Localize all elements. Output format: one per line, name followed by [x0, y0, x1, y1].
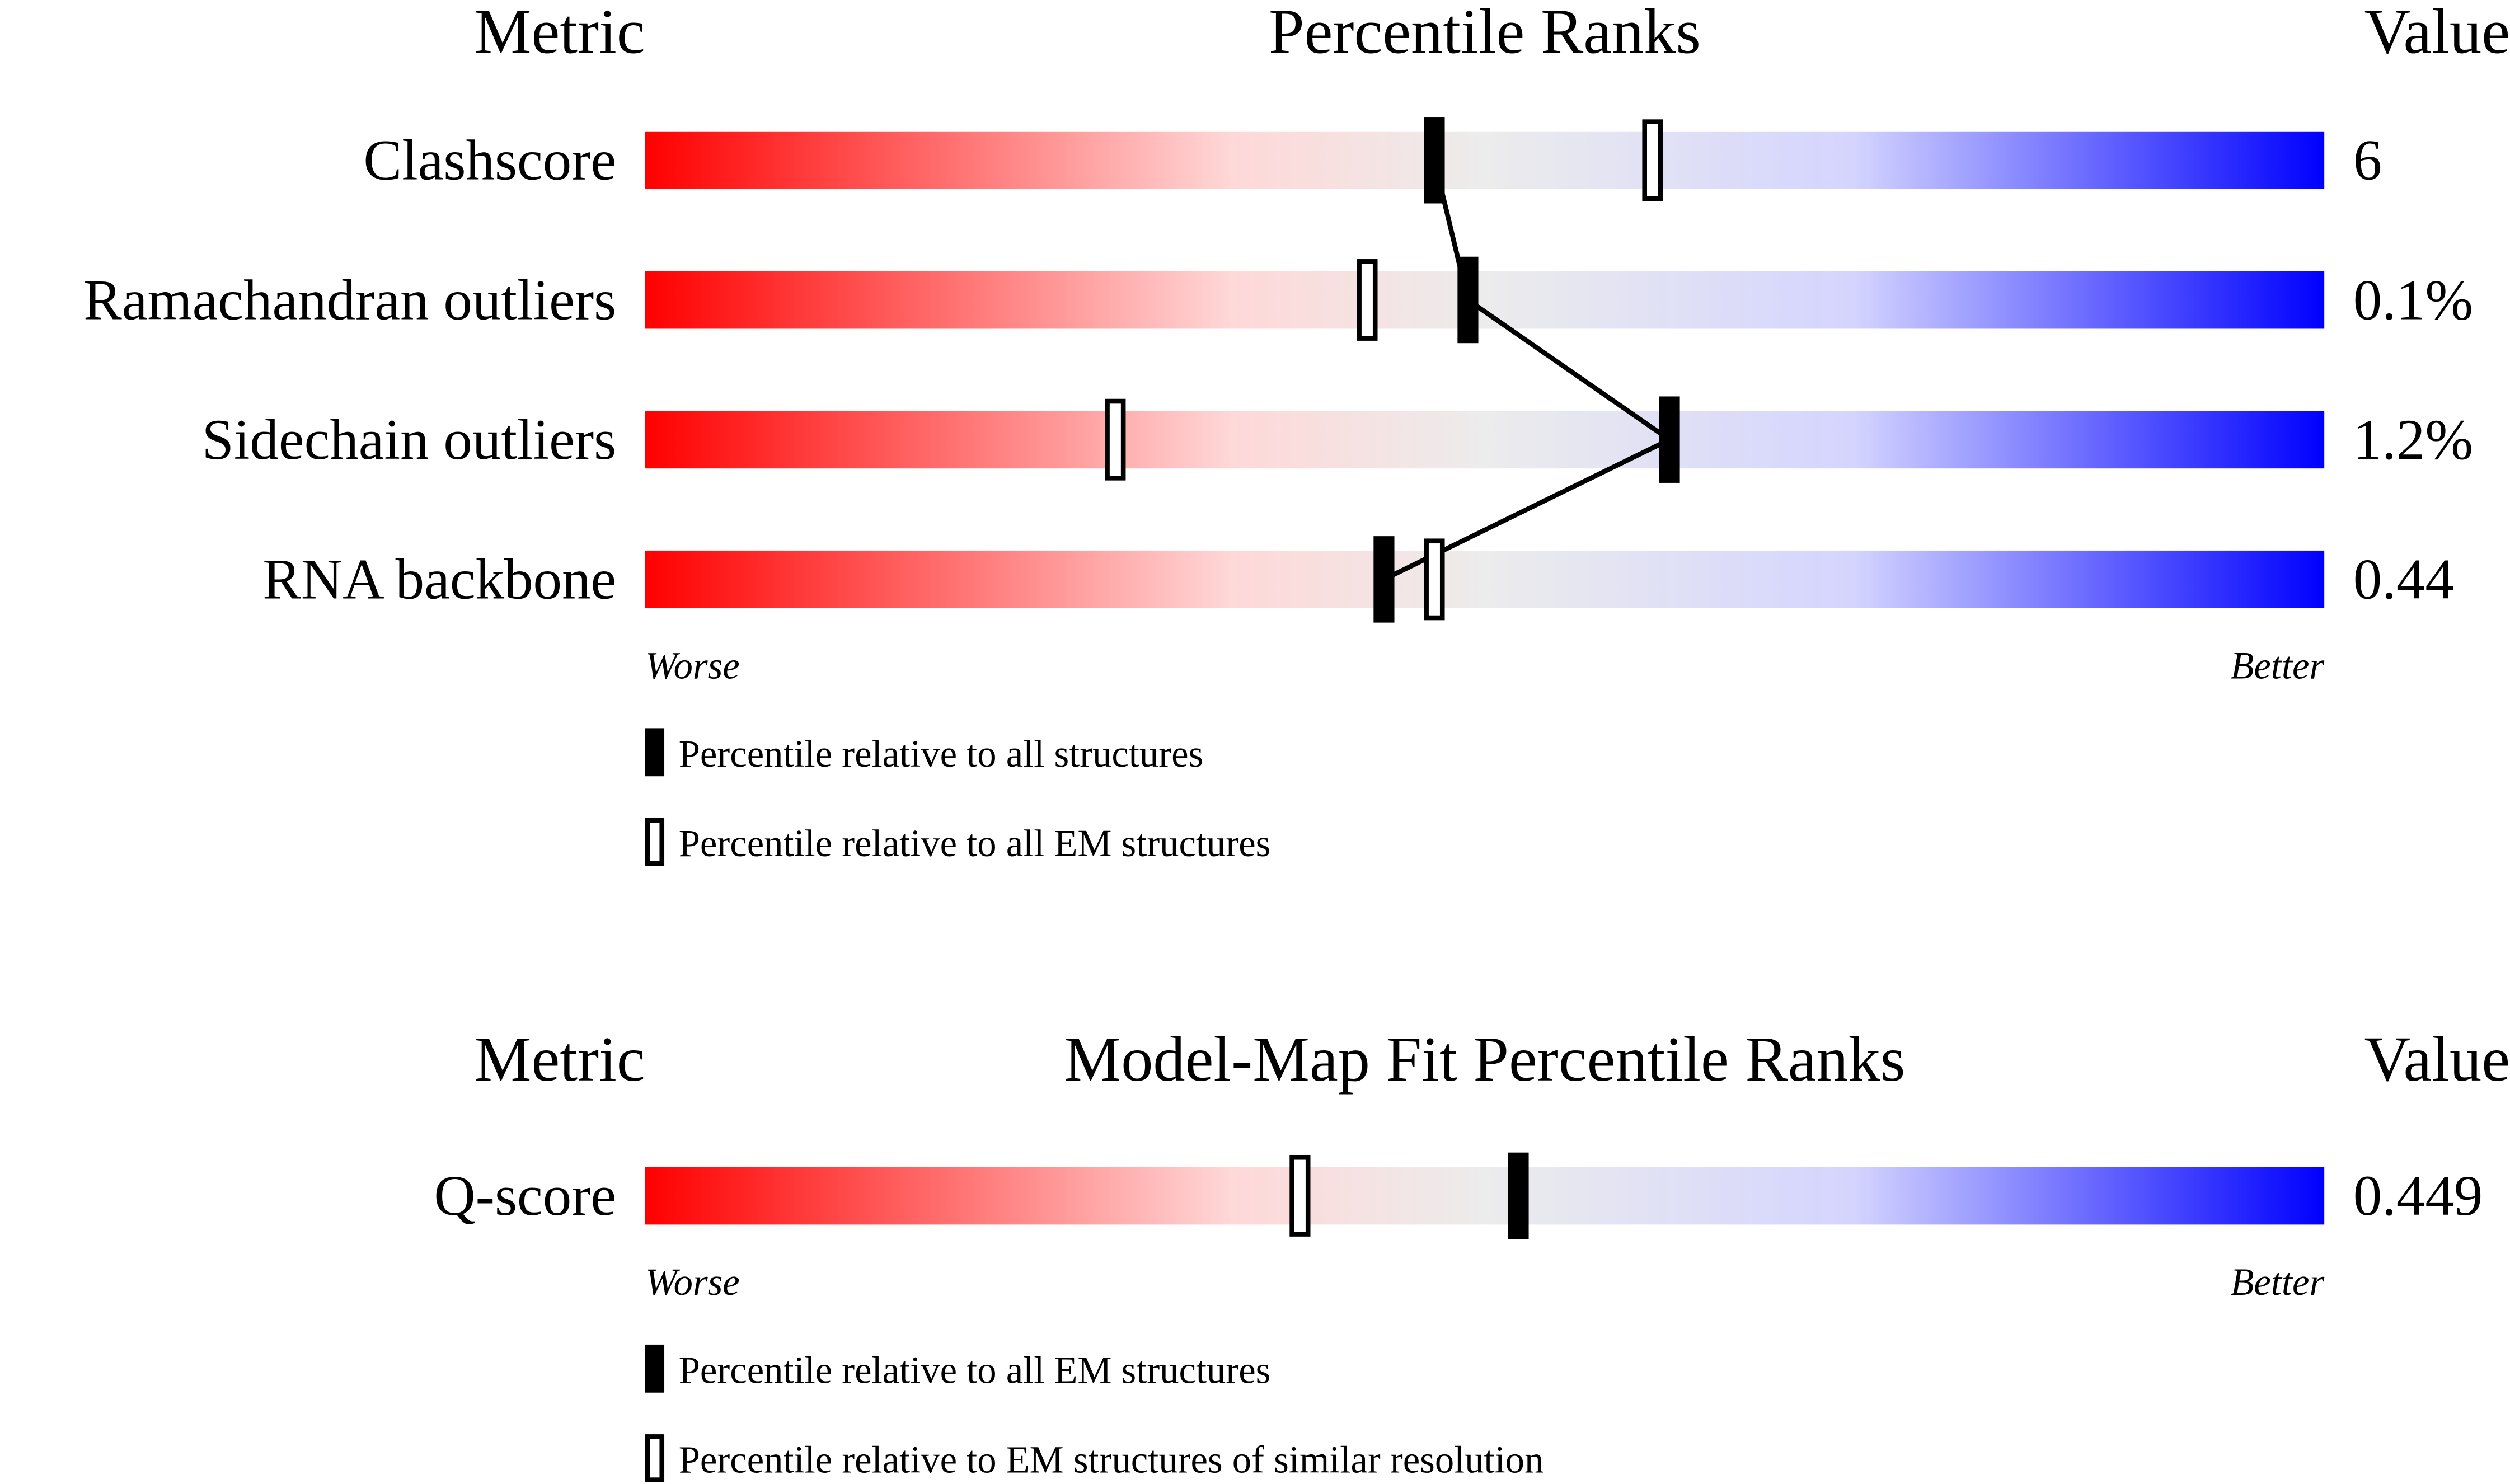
- better-label: Better: [2231, 645, 2325, 687]
- chart-title: Model-Map Fit Percentile Ranks: [1064, 1023, 1905, 1095]
- percentile-marker: [1373, 536, 1395, 623]
- legend-label: Percentile relative to all EM structures: [679, 822, 1271, 865]
- legend-label: Percentile relative to EM structures of …: [679, 1439, 1544, 1481]
- percentile-marker-open: [1642, 119, 1663, 201]
- metric-value: 6: [2353, 129, 2382, 192]
- percentile-marker: [1457, 256, 1479, 344]
- legend-swatch: [645, 1344, 665, 1393]
- value-header: Value: [2364, 0, 2510, 67]
- percentile-bar: [645, 271, 2325, 329]
- metric-label: Sidechain outliers: [202, 408, 617, 472]
- percentile-marker: [1424, 117, 1445, 204]
- percentile-bar: [645, 131, 2325, 189]
- percentile-marker: [1508, 1152, 1529, 1239]
- metric-label: Q-score: [434, 1164, 616, 1228]
- percentile-marker-open: [1357, 259, 1378, 341]
- better-label: Better: [2231, 1261, 2325, 1303]
- legend-label: Percentile relative to all EM structures: [679, 1349, 1271, 1392]
- connector-line: [1383, 159, 1674, 582]
- percentile-marker-open: [1105, 398, 1126, 481]
- worse-label: Worse: [645, 645, 740, 687]
- legend-label: Percentile relative to all structures: [679, 732, 1204, 775]
- percentile-marker: [1659, 396, 1680, 483]
- percentile-bar: [645, 1167, 2325, 1225]
- legend-swatch: [645, 728, 665, 777]
- legend-swatch: [645, 1434, 665, 1482]
- worse-label: Worse: [645, 1261, 740, 1303]
- percentile-marker-open: [1289, 1154, 1311, 1237]
- metric-header: Metric: [475, 1023, 645, 1095]
- metric-label: RNA backbone: [262, 548, 616, 612]
- percentile-bar: [645, 550, 2325, 608]
- chart-title: Percentile Ranks: [1269, 0, 1701, 67]
- legend-swatch: [645, 818, 665, 866]
- metric-value: 0.449: [2353, 1164, 2483, 1228]
- metric-value: 0.1%: [2353, 268, 2474, 332]
- metric-header: Metric: [475, 0, 645, 67]
- metric-label: Clashscore: [363, 129, 616, 192]
- metric-value: 1.2%: [2353, 408, 2474, 472]
- percentile-bar: [645, 411, 2325, 469]
- percentile-marker-open: [1424, 538, 1445, 621]
- value-header: Value: [2364, 1023, 2510, 1095]
- metric-value: 0.44: [2353, 548, 2454, 612]
- metric-label: Ramachandran outliers: [83, 268, 616, 332]
